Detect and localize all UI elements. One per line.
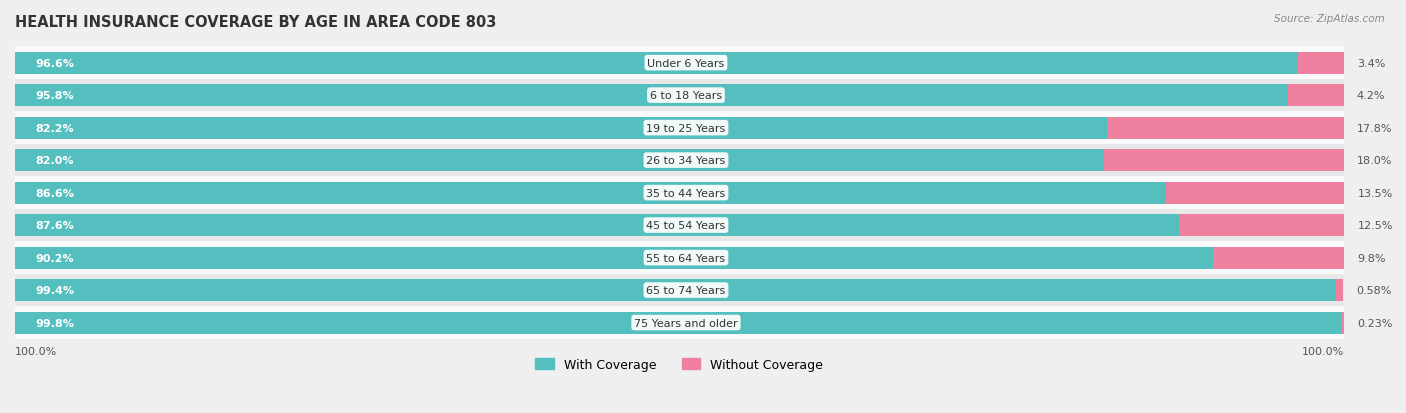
Bar — [15, 214, 1178, 237]
Bar — [1107, 117, 1344, 139]
Text: 96.6%: 96.6% — [35, 59, 75, 69]
Legend: With Coverage, Without Coverage: With Coverage, Without Coverage — [530, 353, 828, 376]
Text: 0.58%: 0.58% — [1357, 285, 1392, 295]
Bar — [15, 117, 1107, 139]
Bar — [1178, 214, 1346, 237]
Text: 35 to 44 Years: 35 to 44 Years — [647, 188, 725, 198]
FancyBboxPatch shape — [15, 80, 1344, 112]
Text: 26 to 34 Years: 26 to 34 Years — [647, 156, 725, 166]
Text: 100.0%: 100.0% — [1302, 346, 1344, 356]
FancyBboxPatch shape — [15, 112, 1344, 145]
Text: 55 to 64 Years: 55 to 64 Years — [647, 253, 725, 263]
Bar — [1213, 247, 1344, 269]
Bar — [1166, 182, 1346, 204]
Text: 87.6%: 87.6% — [35, 221, 73, 230]
Text: 86.6%: 86.6% — [35, 188, 73, 198]
Text: 13.5%: 13.5% — [1358, 188, 1393, 198]
Text: 6 to 18 Years: 6 to 18 Years — [650, 91, 723, 101]
Text: 90.2%: 90.2% — [35, 253, 73, 263]
FancyBboxPatch shape — [15, 242, 1344, 274]
Text: 12.5%: 12.5% — [1358, 221, 1393, 230]
Text: Source: ZipAtlas.com: Source: ZipAtlas.com — [1274, 14, 1385, 24]
Text: 99.4%: 99.4% — [35, 285, 75, 295]
Text: Under 6 Years: Under 6 Years — [647, 59, 724, 69]
Text: 95.8%: 95.8% — [35, 91, 73, 101]
Text: 82.0%: 82.0% — [35, 156, 73, 166]
FancyBboxPatch shape — [15, 145, 1344, 177]
Bar — [15, 279, 1336, 301]
Text: 19 to 25 Years: 19 to 25 Years — [647, 123, 725, 133]
Text: 4.2%: 4.2% — [1357, 91, 1385, 101]
FancyBboxPatch shape — [15, 306, 1344, 339]
Bar — [15, 52, 1299, 74]
Bar — [1341, 312, 1344, 334]
Text: 0.23%: 0.23% — [1357, 318, 1393, 328]
FancyBboxPatch shape — [15, 177, 1344, 209]
FancyBboxPatch shape — [15, 47, 1344, 80]
Bar — [15, 85, 1288, 107]
Bar — [1105, 150, 1344, 172]
FancyBboxPatch shape — [15, 274, 1344, 306]
Text: 65 to 74 Years: 65 to 74 Years — [647, 285, 725, 295]
FancyBboxPatch shape — [15, 209, 1344, 242]
Bar — [1299, 52, 1344, 74]
Text: 9.8%: 9.8% — [1357, 253, 1385, 263]
Text: 18.0%: 18.0% — [1357, 156, 1392, 166]
Bar — [1288, 85, 1344, 107]
Text: 17.8%: 17.8% — [1357, 123, 1392, 133]
Text: 45 to 54 Years: 45 to 54 Years — [647, 221, 725, 230]
Bar — [1336, 279, 1343, 301]
Text: HEALTH INSURANCE COVERAGE BY AGE IN AREA CODE 803: HEALTH INSURANCE COVERAGE BY AGE IN AREA… — [15, 15, 496, 30]
Text: 75 Years and older: 75 Years and older — [634, 318, 738, 328]
Text: 82.2%: 82.2% — [35, 123, 73, 133]
Bar — [15, 312, 1341, 334]
Text: 3.4%: 3.4% — [1357, 59, 1385, 69]
Text: 99.8%: 99.8% — [35, 318, 73, 328]
Bar — [15, 247, 1213, 269]
Bar — [15, 182, 1166, 204]
Text: 100.0%: 100.0% — [15, 346, 58, 356]
Bar — [15, 150, 1105, 172]
